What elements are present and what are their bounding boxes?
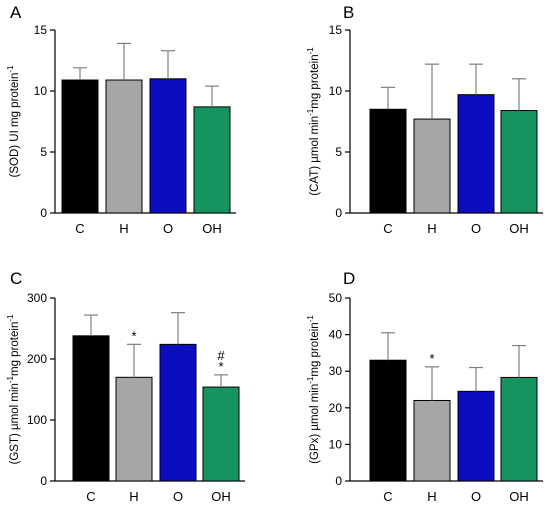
bar-h [413, 118, 451, 214]
panel-a: A 0 5 10 15 (SOD) UI mg protein-1​ C H O OH [6, 3, 236, 236]
bar-oh [193, 106, 231, 214]
bar-oh [500, 376, 538, 482]
y-axis-label-sup: -1 [306, 315, 315, 323]
y-tick-label: 5 [335, 145, 342, 159]
y-tick-label: 20 [329, 401, 343, 415]
bar-h [413, 399, 451, 482]
y-tick-label: 40 [329, 328, 343, 342]
y-axis-label-sup: -1 [6, 65, 15, 73]
bar-o [457, 94, 495, 214]
bar-o [457, 390, 495, 482]
x-tick-label: C [383, 489, 392, 504]
y-axis-label: (CAT) µmol min-1​mg protein-1​ [306, 47, 321, 196]
y-tick-label: 50 [329, 291, 343, 305]
panel-d: D 0 10 20 30 40 50 (GPx) µmol min-1​mg protein-… [306, 269, 543, 504]
x-tick-label: O [163, 221, 173, 236]
y-axis-label-part: mg protein [9, 322, 21, 376]
y-tick-label: 10 [329, 437, 343, 451]
x-tick-label: O [173, 489, 183, 504]
bar-oh [202, 386, 240, 482]
bar-oh [500, 110, 538, 214]
y-tick-label: 0 [335, 474, 342, 488]
y-axis-label: (GPx) µmol min-1​mg protein-1​ [306, 315, 321, 464]
bar-h [105, 79, 143, 214]
panel-c: C 0 100 200 300 (GST) µmol min-1​mg protein-1… [6, 269, 245, 504]
y-axis-label-part: (CAT) µmol min [309, 116, 321, 196]
bar-c [72, 335, 110, 482]
x-tick-label: O [471, 221, 481, 236]
bar-c [369, 359, 407, 482]
y-axis-label-sup: -1 [6, 314, 15, 322]
panel-label: A [10, 3, 22, 22]
x-tick-label: H [129, 489, 138, 504]
y-axis-label-part: (GST) µmol min [9, 383, 21, 464]
y-tick-label: 5 [40, 145, 47, 159]
bar-c [369, 108, 407, 214]
y-tick-label: 10 [329, 84, 343, 98]
bar-o [149, 78, 187, 214]
x-tick-label: O [471, 489, 481, 504]
y-tick-label: 30 [329, 364, 343, 378]
y-tick-label: 0 [40, 474, 47, 488]
x-tick-label: H [427, 489, 436, 504]
y-axis-label-part: mg protein [309, 54, 321, 108]
x-tick-label: C [86, 489, 95, 504]
significance-marker: * [131, 328, 136, 343]
y-axis-label: (SOD) UI mg protein-1​ [6, 65, 21, 177]
x-tick-label: C [75, 221, 84, 236]
y-tick-label: 0 [40, 206, 47, 220]
x-tick-label: H [427, 221, 436, 236]
x-tick-label: H [119, 221, 128, 236]
y-axis-label-part: (GPx) µmol min [309, 384, 321, 464]
x-tick-label: C [383, 221, 392, 236]
y-axis-label-sup: -1 [306, 108, 315, 116]
y-tick-label: 300 [27, 291, 47, 305]
y-tick-label: 15 [329, 23, 343, 37]
x-tick-label: OH [211, 489, 231, 504]
y-tick-label: 15 [34, 23, 48, 37]
y-tick-label: 100 [27, 413, 47, 427]
y-tick-label: 200 [27, 352, 47, 366]
y-axis-label-sup: -1 [306, 376, 315, 384]
significance-marker: # [217, 348, 225, 363]
y-tick-label: 10 [34, 84, 48, 98]
panel-label: B [343, 3, 354, 22]
y-axis-label: (GST) µmol min-1​mg protein-1​ [6, 314, 21, 465]
panel-label: D [343, 269, 355, 288]
bar-c [61, 79, 99, 214]
x-tick-label: OH [509, 221, 529, 236]
panel-b: B 0 5 10 15 (CAT) µmol min-1​mg protein-1​ C H O… [306, 3, 543, 236]
bar-o [159, 343, 197, 482]
x-tick-label: OH [509, 489, 529, 504]
significance-marker: * [218, 359, 223, 374]
panel-label: C [10, 269, 22, 288]
significance-marker: * [429, 351, 434, 366]
bar-h [115, 376, 153, 482]
y-axis-label-part: mg protein [309, 322, 321, 376]
y-tick-label: 0 [335, 206, 342, 220]
y-axis-label-part: (SOD) UI mg protein [9, 73, 21, 178]
y-axis-label-sup: -1 [306, 47, 315, 55]
y-axis-label-sup: -1 [6, 375, 15, 383]
x-tick-label: OH [202, 221, 222, 236]
